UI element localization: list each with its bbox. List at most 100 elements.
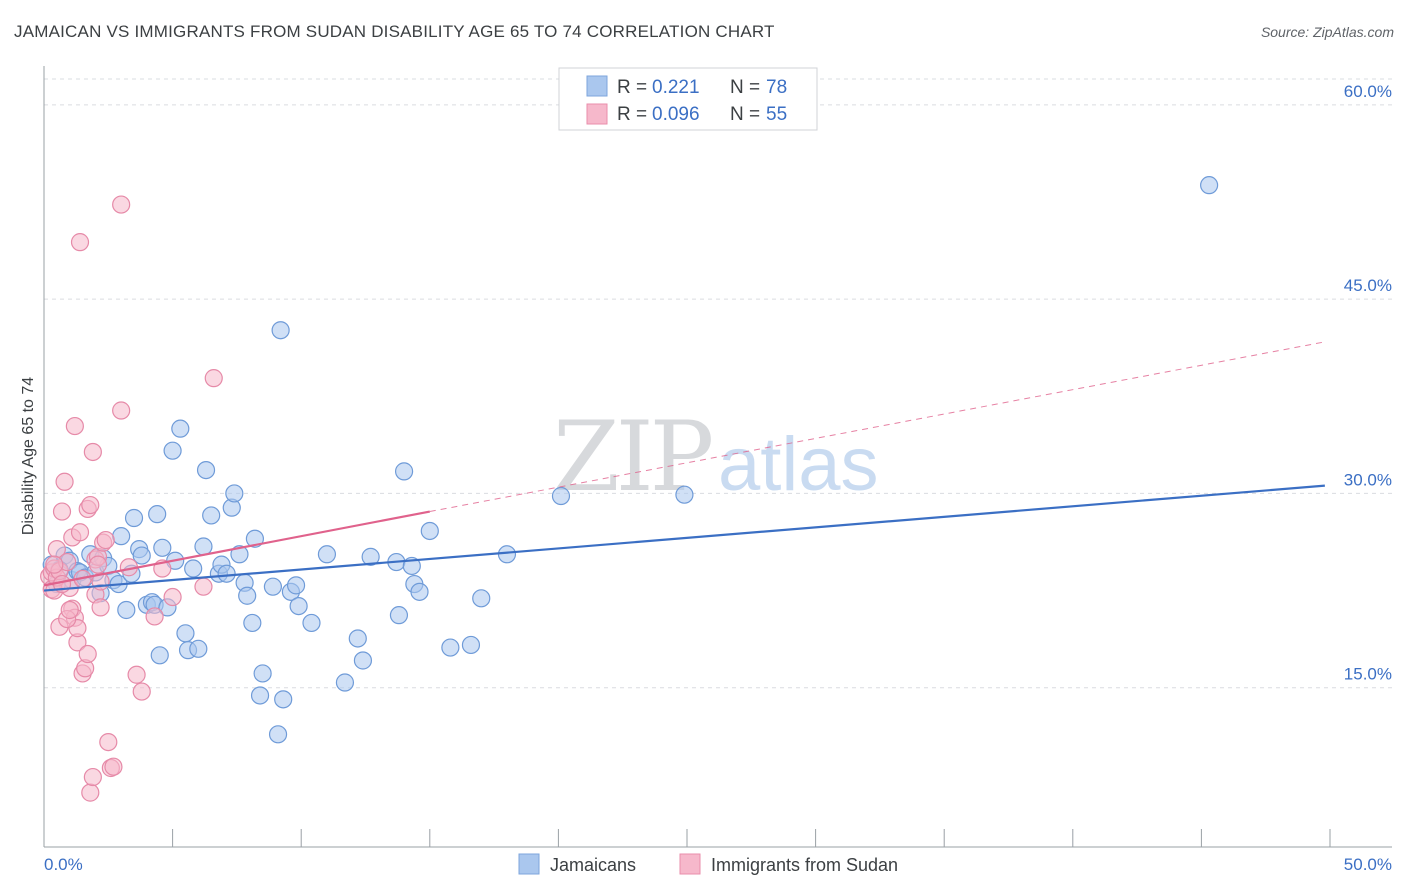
jamaicans-point-26 [153, 538, 172, 557]
watermark-atlas: atlas [718, 422, 879, 507]
legend-r-value-1: 0.221 [652, 77, 700, 98]
sudan-point-25 [81, 783, 100, 802]
sudan-point-43 [132, 682, 151, 701]
sudan-point-38 [104, 757, 123, 776]
jamaicans-point-71 [461, 635, 481, 655]
jamaicans-point-53 [274, 690, 293, 709]
legend-r-value-2: 0.096 [652, 104, 700, 125]
jamaicans-point-45 [238, 586, 257, 605]
jamaicans-point-25 [150, 646, 169, 665]
sudan-trend-extension [429, 341, 1325, 513]
legend-n-label-2: N = [730, 104, 760, 125]
y-tick-label-45: 45.0% [1344, 276, 1392, 295]
jamaicans-point-42 [225, 484, 244, 503]
legend-swatch-sudan [586, 103, 608, 125]
jamaicans-point-58 [317, 545, 337, 564]
sudan-point-15 [65, 416, 84, 436]
sudan-point-52 [45, 555, 64, 574]
jamaicans-point-48 [250, 686, 270, 705]
legend-r-label-1: R = [617, 77, 647, 98]
bottom-legend: Jamaicans Immigrants from Sudan [518, 853, 898, 875]
jamaicans-point-60 [348, 629, 367, 648]
y-tick-label-60: 60.0% [1344, 82, 1392, 101]
sudan-point-35 [96, 530, 115, 550]
jamaicans-point-34 [189, 639, 208, 658]
sudan-point-47 [194, 577, 213, 596]
y-tick-labels: 15.0% 30.0% 45.0% 60.0% [1344, 82, 1392, 684]
jamaicans-point-65 [394, 462, 414, 481]
jamaicans-point-18 [124, 508, 144, 528]
jamaicans-point-69 [420, 521, 439, 541]
chart-title: JAMAICAN VS IMMIGRANTS FROM SUDAN DISABI… [14, 22, 775, 41]
jamaicans-point-31 [176, 624, 195, 643]
jamaicans-point-68 [410, 582, 429, 601]
sudan-trend-line [43, 510, 431, 587]
jamaicans-point-20 [132, 546, 151, 565]
jamaicans-point-15 [112, 527, 131, 546]
y-tick-label-15: 15.0% [1344, 665, 1392, 684]
sudan-points [40, 195, 223, 802]
y-tick-label-30: 30.0% [1344, 470, 1392, 489]
sudan-point-31 [88, 555, 108, 574]
jamaicans-point-76 [1200, 176, 1219, 195]
jamaicans-point-35 [194, 537, 213, 556]
x-tick-label-min: 0.0% [44, 855, 83, 874]
jamaicans-point-74 [551, 486, 571, 506]
sudan-point-44 [145, 607, 164, 626]
sudan-point-51 [60, 600, 79, 620]
jamaicans-point-43 [230, 545, 249, 564]
jamaicans-trend-line [43, 484, 1325, 592]
jamaicans-point-47 [245, 529, 265, 548]
jamaicans-point-75 [675, 485, 694, 504]
sudan-point-33 [91, 598, 110, 617]
y-axis-title: Disability Age 65 to 74 [20, 377, 37, 535]
legend-n-label-1: N = [730, 77, 760, 98]
jamaicans-point-59 [335, 673, 355, 692]
jamaicans-point-37 [202, 506, 221, 525]
sudan-point-46 [163, 587, 182, 607]
jamaicans-point-56 [289, 596, 308, 616]
jamaicans-point-64 [389, 606, 409, 625]
jamaicans-point-51 [268, 725, 288, 744]
sudan-point-36 [99, 732, 118, 752]
jamaicans-point-28 [163, 441, 182, 460]
jamaicans-point-46 [243, 613, 262, 633]
sudan-point-48 [204, 369, 223, 388]
jamaicans-point-61 [353, 651, 373, 670]
jamaicans-point-33 [184, 559, 203, 578]
sudan-point-27 [83, 442, 102, 462]
jamaicans-point-36 [196, 460, 216, 480]
legend: R = 0.221 N = 78 R = 0.096 N = 55 [558, 67, 818, 131]
bottom-legend-swatch-sudan [679, 853, 701, 875]
sudan-point-8 [52, 502, 72, 521]
sudan-point-23 [78, 644, 97, 664]
bottom-legend-swatch-jamaicans [518, 853, 540, 875]
legend-r-label-2: R = [617, 104, 647, 125]
sudan-point-40 [112, 195, 131, 214]
sudan-point-39 [112, 401, 131, 420]
bottom-legend-jamaicans: Jamaicans [550, 855, 636, 875]
sudan-point-26 [83, 767, 102, 787]
sudan-point-19 [70, 233, 90, 252]
jamaicans-point-50 [263, 577, 283, 596]
jamaicans-point-62 [361, 547, 380, 566]
legend-n-value-2: 55 [766, 104, 787, 125]
jamaicans-point-72 [472, 589, 491, 608]
legend-n-value-1: 78 [766, 77, 787, 98]
jamaicans-point-16 [117, 600, 136, 620]
jamaicans-point-49 [253, 664, 272, 683]
bottom-legend-sudan: Immigrants from Sudan [711, 855, 898, 875]
jamaicans-point-70 [441, 638, 460, 657]
sudan-point-9 [55, 472, 74, 491]
sudan-point-18 [70, 523, 90, 542]
jamaicans-point-40 [217, 564, 236, 583]
jamaicans-point-52 [271, 321, 290, 340]
jamaicans-point-24 [148, 505, 167, 524]
legend-swatch-jamaicans [586, 75, 608, 97]
x-axis-ticks [43, 829, 1331, 847]
x-tick-label-max: 50.0% [1344, 855, 1392, 874]
jamaicans-point-30 [171, 419, 190, 438]
jamaicans-point-55 [286, 576, 306, 595]
source-label: Source: ZipAtlas.com [1260, 24, 1394, 40]
